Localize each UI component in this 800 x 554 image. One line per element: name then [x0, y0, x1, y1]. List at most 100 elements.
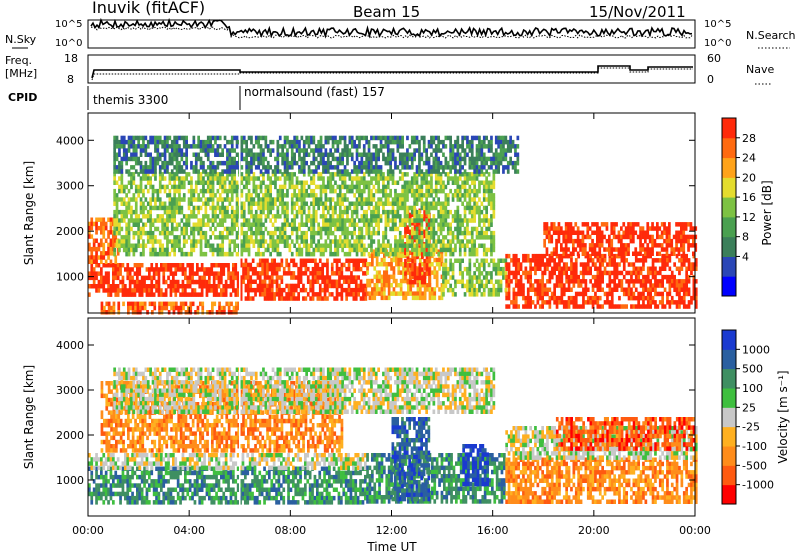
heatmap-cell — [682, 251, 686, 256]
heatmap-cell — [646, 279, 650, 284]
heatmap-cell — [180, 176, 184, 181]
heatmap-cell — [365, 247, 368, 253]
heatmap-cell — [228, 214, 232, 219]
heatmap-cell — [184, 284, 187, 289]
heatmap-cell — [627, 243, 630, 248]
heatmap-cell — [577, 253, 580, 259]
heatmap-cell — [654, 270, 657, 276]
heatmap-cell — [442, 180, 445, 185]
heatmap-cell — [90, 271, 94, 276]
heatmap-cell — [249, 296, 253, 301]
heatmap-cell — [188, 292, 192, 297]
heatmap-cell — [420, 250, 424, 255]
heatmap-cell — [118, 176, 121, 181]
heatmap-cell — [379, 218, 383, 223]
heatmap-cell — [122, 144, 126, 149]
heatmap-cell — [95, 288, 98, 293]
heatmap-cell — [336, 197, 340, 202]
heatmap-cell — [126, 275, 130, 281]
heatmap-cell — [275, 287, 279, 293]
heatmap-cell — [485, 283, 488, 289]
heatmap-cell — [463, 209, 467, 215]
heatmap-cell — [473, 292, 476, 297]
heatmap-cell — [418, 239, 421, 244]
heatmap-cell — [209, 205, 212, 211]
heatmap-cell — [214, 148, 217, 153]
heatmap-cell — [202, 201, 205, 206]
heatmap-cell — [377, 251, 380, 257]
heatmap-cell — [229, 284, 233, 289]
heatmap-cell — [178, 247, 181, 253]
heatmap-cell — [297, 279, 300, 284]
heatmap-cell — [278, 262, 281, 268]
heatmap-cell — [378, 262, 381, 267]
heatmap-cell — [482, 262, 486, 268]
heatmap-cell — [423, 263, 426, 268]
heatmap-cell — [298, 247, 301, 253]
heatmap-cell — [169, 267, 173, 272]
heatmap-cell — [468, 209, 472, 215]
nave-label: Nave — [746, 63, 774, 76]
heatmap-cell — [170, 305, 173, 311]
heatmap-cell — [324, 214, 328, 219]
heatmap-cell — [127, 205, 131, 211]
heatmap-cell — [682, 291, 686, 297]
heatmap-cell — [132, 148, 136, 153]
heatmap-cell — [637, 295, 640, 301]
heatmap-cell — [385, 262, 389, 267]
heatmap-cell — [109, 263, 113, 268]
heatmap-cell — [205, 267, 209, 272]
heatmap-cell — [273, 292, 276, 297]
heatmap-cell — [656, 243, 659, 248]
heatmap-cell — [394, 197, 397, 202]
heatmap-cell — [644, 279, 648, 284]
heatmap-cell — [317, 230, 320, 236]
heatmap-cell — [538, 258, 542, 263]
heatmap-cell — [497, 271, 500, 276]
heatmap-cell — [468, 218, 472, 223]
heatmap-cell — [180, 205, 184, 211]
heatmap-cell — [161, 201, 164, 206]
heatmap-cell — [178, 235, 181, 240]
heatmap-cell — [158, 180, 162, 185]
heatmap-cell — [594, 274, 597, 280]
heatmap-cell — [109, 251, 113, 256]
heatmap-cell — [456, 209, 460, 215]
heatmap-cell — [418, 197, 421, 202]
heatmap-cell — [143, 284, 146, 289]
heatmap-cell — [118, 239, 121, 244]
heatmap-cell — [212, 271, 216, 276]
heatmap-cell — [133, 271, 137, 276]
heatmap-cell — [173, 184, 176, 190]
heatmap-cell — [367, 180, 371, 185]
heatmap-cell — [596, 251, 599, 256]
heatmap-cell — [353, 205, 356, 211]
heatmap-cell — [179, 267, 182, 272]
heatmap-cell — [305, 188, 308, 194]
heatmap-cell — [281, 230, 284, 236]
heatmap-cell — [468, 266, 472, 272]
heatmap-cell — [148, 267, 151, 272]
heatmap-cell — [634, 270, 638, 276]
heatmap-cell — [322, 188, 325, 194]
cpid-panel: CPID themis 3300 normalsound (fast) 157 — [8, 85, 385, 110]
heatmap-cell — [497, 262, 500, 268]
heatmap-cell — [122, 209, 126, 215]
heatmap-cell — [408, 184, 412, 190]
heatmap-cell — [423, 258, 426, 264]
heatmap-cell — [427, 243, 431, 248]
heatmap-cell — [529, 258, 532, 263]
heatmap-cell — [359, 279, 363, 284]
heatmap-cell — [151, 222, 155, 227]
heatmap-cell — [333, 279, 336, 284]
heatmap-cell — [343, 172, 347, 177]
heatmap-cell — [221, 214, 224, 219]
heatmap-cell — [567, 230, 570, 235]
heatmap-cell — [283, 239, 287, 244]
heatmap-cell — [451, 292, 455, 297]
heatmap-cell — [456, 180, 460, 185]
heatmap-cell — [197, 222, 200, 227]
heatmap-cell — [191, 292, 194, 297]
heatmap-cell — [608, 238, 611, 244]
heatmap-cell — [661, 283, 664, 288]
